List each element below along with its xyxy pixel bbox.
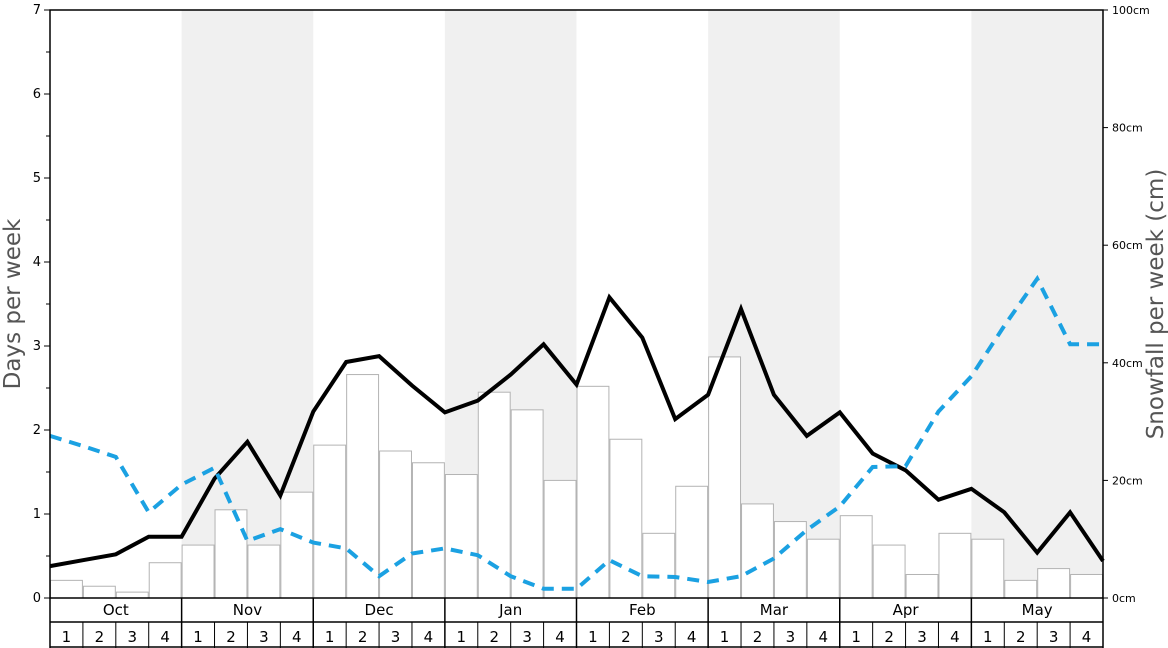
week-label: 1 [325,628,335,646]
snowfall-bar [543,479,577,599]
week-label: 1 [193,628,203,646]
month-label-apr: Apr [893,601,920,619]
right-tick-label: 40cm [1112,357,1143,370]
week-label: 3 [522,628,532,646]
week-label: 3 [917,628,927,646]
week-label: 4 [819,628,829,646]
snowfall-bar [280,491,314,599]
month-shade-may [971,10,1103,598]
week-label: 4 [950,628,960,646]
x-axis: Oct 1 2 3 4 Nov 1 2 3 4 Dec 1 2 3 4 Jan 1 2 3 4 Feb 1 2 3 4 Mar 1 2… [49,598,1104,648]
month-label-may: May [1022,601,1053,619]
week-label: 3 [391,628,401,646]
snowfall-bar [115,591,149,599]
week-label: 3 [654,628,664,646]
left-tick-label: 7 [33,3,41,18]
right-tick-label: 100cm [1112,4,1150,17]
month-label-nov: Nov [233,601,262,619]
left-axis: 0 1 2 3 4 5 6 7 [33,3,50,606]
snowfall-bar [50,579,83,599]
right-axis: 0cm 20cm 40cm 60cm 80cm 100cm [1103,4,1150,605]
week-label: 4 [160,628,170,646]
month-label-jan: Jan [498,601,522,619]
week-label: 2 [884,628,894,646]
month-label-oct: Oct [103,601,129,619]
snowfall-bar [905,573,939,599]
week-label: 1 [588,628,598,646]
snowfall-bar [576,385,610,599]
solid-days-line [49,293,1105,569]
week-label: 1 [983,628,993,646]
left-tick-label: 1 [33,507,41,522]
snowfall-bar [1070,573,1103,599]
snowfall-bar [214,509,248,599]
week-label: 1 [62,628,72,646]
y-axis-title-left: Days per week [0,218,26,389]
dashed-days-line [49,274,1103,591]
snowfall-bar [148,562,182,599]
right-tick-label: 0cm [1112,592,1136,605]
left-tick-label: 3 [33,339,41,354]
snowfall-bar [181,544,215,599]
snowfall-bar [708,356,742,599]
week-label: 1 [457,628,467,646]
snowfall-bars [50,356,1103,599]
right-tick-label: 20cm [1112,474,1143,487]
left-tick-label: 0 [33,591,41,606]
month-label-mar: Mar [760,601,789,619]
left-tick-label: 5 [33,171,41,186]
week-label: 1 [851,628,861,646]
week-label: 4 [687,628,697,646]
week-label: 3 [1049,628,1059,646]
month-shading [181,10,1103,598]
y-axis-title-right: Snowfall per week (cm) [1143,169,1168,440]
week-label: 3 [786,628,796,646]
week-label: 2 [95,628,105,646]
snowfall-bar [313,444,347,599]
month-label-dec: Dec [365,601,394,619]
week-label: 1 [720,628,730,646]
snowfall-bar [346,374,380,599]
week-label: 2 [1016,628,1026,646]
snowfall-bar [741,503,774,599]
snowfall-bar [1037,568,1071,599]
week-label: 2 [226,628,236,646]
week-label: 4 [1082,628,1092,646]
snowfall-bar [642,532,676,599]
snowfall-bar [82,585,116,599]
week-label: 2 [753,628,763,646]
snowfall-bar [379,450,412,599]
snowfall-bar [1004,579,1038,599]
week-label: 3 [127,628,137,646]
snowfall-bar [510,409,544,599]
right-tick-label: 60cm [1112,239,1143,252]
snowfall-bar [938,532,972,599]
week-label: 4 [424,628,434,646]
snowfall-bar [247,544,281,599]
snowfall-bar [839,515,873,599]
week-label: 4 [292,628,302,646]
snowfall-bar [872,544,906,599]
week-label: 2 [621,628,631,646]
right-tick-label: 80cm [1112,122,1143,135]
snowfall-bar [444,474,478,599]
week-label: 2 [358,628,368,646]
snowfall-bar [411,462,445,599]
week-label: 4 [555,628,565,646]
month-label-feb: Feb [629,601,656,619]
snowfall-bar [806,538,840,599]
left-tick-label: 4 [33,255,41,270]
snowfall-bar [971,538,1005,599]
left-tick-label: 6 [33,87,41,102]
week-label: 2 [489,628,499,646]
day-lines [49,274,1105,591]
week-label: 3 [259,628,269,646]
left-tick-label: 2 [33,423,41,438]
